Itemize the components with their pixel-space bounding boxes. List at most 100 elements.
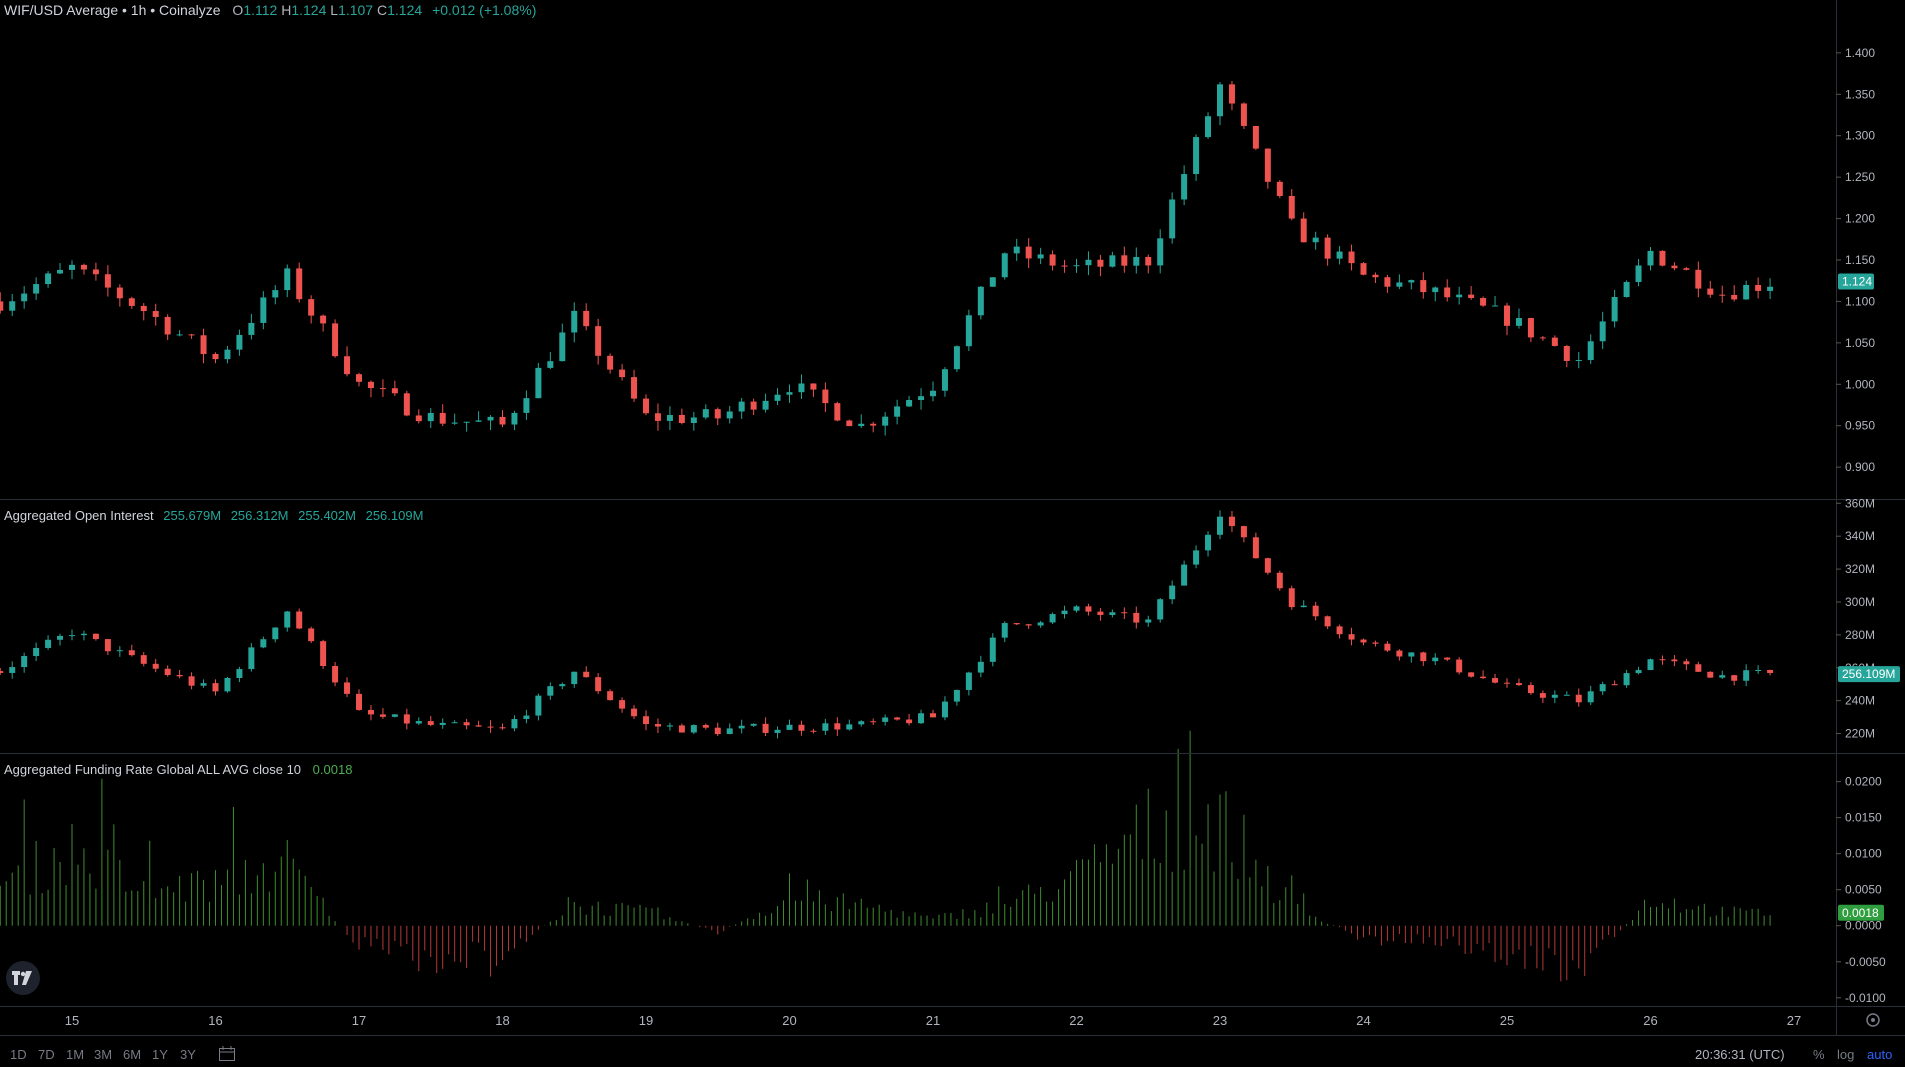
y-tick-label: 1.350: [1845, 87, 1875, 101]
candle-body: [1623, 673, 1630, 686]
x-tick-label-20: 20: [782, 1013, 796, 1028]
range-7d-button[interactable]: 7D: [38, 1047, 55, 1062]
y-tick-label: 1.050: [1845, 336, 1875, 350]
candle-body: [1145, 619, 1152, 623]
candle-body: [1432, 657, 1439, 662]
candle-body: [403, 393, 410, 416]
candle-body: [224, 677, 231, 692]
candle-body: [463, 722, 470, 726]
candle-body: [9, 301, 16, 311]
candle-body: [1695, 664, 1702, 672]
candle-body: [451, 722, 458, 724]
range-1d-button[interactable]: 1D: [10, 1047, 27, 1062]
settings-icon: [1866, 1013, 1880, 1027]
candle-body: [571, 671, 578, 685]
candle-body: [941, 369, 948, 391]
candle-body: [786, 392, 793, 395]
candle-body: [1037, 622, 1044, 626]
candle-body: [21, 656, 28, 668]
range-6m-button[interactable]: 6M: [123, 1047, 142, 1062]
candle-body: [1515, 318, 1522, 326]
candle-body: [1456, 659, 1463, 673]
candle-body: [511, 719, 518, 729]
range-1m-button[interactable]: 1M: [66, 1047, 85, 1062]
candle-body: [140, 655, 147, 664]
goto-date-icon[interactable]: [218, 1045, 238, 1066]
candle-body: [511, 412, 518, 425]
candle-body: [260, 639, 267, 648]
candle-body: [164, 316, 171, 335]
last-value-badge: [1838, 904, 1884, 921]
candle-body: [523, 715, 530, 720]
last-value-label: 0.0018: [1842, 906, 1879, 920]
candle-body: [726, 411, 733, 419]
candle-body: [870, 721, 877, 723]
candle-body: [308, 299, 315, 316]
candle-body: [1707, 671, 1714, 678]
open-label: O: [232, 2, 244, 18]
oi-legend: Aggregated Open Interest 255.679M 256.31…: [4, 508, 423, 523]
candle-body: [21, 293, 28, 302]
candle-body: [1264, 558, 1271, 573]
chart-canvas[interactable]: 0.900 0.950 1.000 1.050 1.100 1.150 1.200 1.250…: [0, 0, 1905, 1043]
y-tick-label: 0.0150: [1845, 811, 1882, 825]
candle-body: [116, 287, 123, 299]
funding-rate-panel: [0, 730, 1771, 982]
candle-body: [989, 277, 996, 287]
last-value-badge: [1838, 273, 1874, 290]
candle-body: [1384, 643, 1391, 651]
percent-scale-toggle[interactable]: %: [1813, 1047, 1825, 1062]
utc-clock: 20:36:31 (UTC): [1695, 1047, 1785, 1062]
candle-body: [1300, 218, 1307, 243]
oi-legend-title: Aggregated Open Interest: [4, 508, 154, 523]
candle-body: [702, 409, 709, 418]
x-tick-label-22: 22: [1069, 1013, 1083, 1028]
candle-body: [953, 346, 960, 370]
candle-body: [176, 334, 183, 336]
candle-body: [45, 273, 52, 285]
candle-body: [1300, 605, 1307, 608]
candle-body: [1396, 282, 1403, 287]
candle-body: [1444, 287, 1451, 298]
candle-body: [439, 412, 446, 424]
candle-body: [965, 315, 972, 347]
axes: 0.900 0.950 1.000 1.050 1.100 1.150 1.200 1.250…: [0, 0, 1905, 1036]
oi-value-2: 256.312M: [230, 508, 289, 523]
candle-body: [1181, 174, 1188, 200]
candle-body: [1575, 694, 1582, 703]
candle-body: [941, 701, 948, 718]
candle-body: [1061, 265, 1068, 267]
fr-legend: Aggregated Funding Rate Global ALL AVG c…: [4, 762, 352, 777]
candle-body: [738, 401, 745, 412]
candle-body: [547, 686, 554, 696]
candle-body: [1193, 137, 1200, 175]
tradingview-logo-icon[interactable]: [6, 961, 40, 995]
candle-body: [236, 669, 243, 678]
range-3m-button[interactable]: 3M: [94, 1047, 113, 1062]
candle-body: [236, 334, 243, 350]
candle-body: [1372, 274, 1379, 278]
candle-body: [1767, 286, 1774, 291]
range-3y-button[interactable]: 3Y: [180, 1047, 196, 1062]
candle-body: [1647, 659, 1654, 671]
candle-body: [690, 417, 697, 424]
candle-body: [1527, 685, 1534, 694]
x-tick-label-18: 18: [495, 1013, 509, 1028]
candle-body: [344, 682, 351, 694]
candle-body: [822, 389, 829, 404]
candle-body: [1420, 652, 1427, 662]
candle-body: [1001, 623, 1008, 638]
candle-body: [1611, 296, 1618, 322]
auto-scale-toggle[interactable]: auto: [1867, 1047, 1893, 1062]
candle-body: [1659, 659, 1666, 661]
candle-body: [391, 714, 398, 717]
log-scale-toggle[interactable]: log: [1837, 1047, 1855, 1062]
candle-body: [379, 714, 386, 717]
range-1y-button[interactable]: 1Y: [152, 1047, 168, 1062]
y-tick-label: -0.0050: [1845, 955, 1886, 969]
candle-body: [1719, 675, 1726, 678]
candle-body: [391, 388, 398, 394]
candle-body: [1288, 588, 1295, 608]
candle-body: [918, 396, 925, 401]
candle-body: [595, 677, 602, 692]
